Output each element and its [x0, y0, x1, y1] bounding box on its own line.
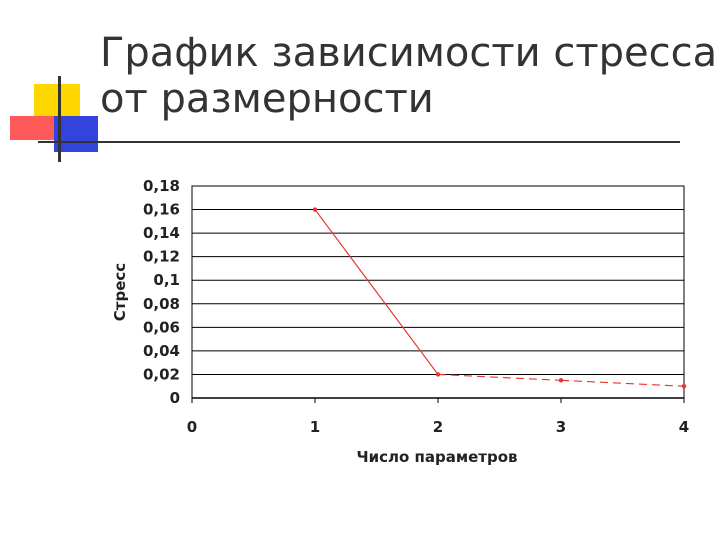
- series-0-point: [681, 384, 687, 389]
- series-0-point: [435, 372, 441, 377]
- plot-frame: [191, 185, 685, 399]
- y-tick-label: 0,16: [143, 201, 180, 219]
- x-tick-label: 0: [187, 418, 197, 436]
- deco-vertical-line: [58, 76, 61, 162]
- y-tick-label: 0,02: [143, 365, 180, 383]
- series-0-segment: [314, 209, 439, 375]
- slide-title-line-2: от размерности: [100, 76, 434, 122]
- x-tick-labels: 0 1 2 3 4: [187, 418, 689, 436]
- series-0-point: [312, 207, 318, 212]
- slide-title: График зависимости стресса от размерност…: [100, 30, 718, 122]
- grid-lines: [192, 185, 684, 375]
- y-tick-label: 0: [170, 389, 180, 407]
- title-underline: [38, 141, 680, 143]
- y-tick-label: 0,04: [143, 342, 180, 360]
- series-0-segment: [437, 373, 562, 381]
- y-tick-label: 0,18: [143, 177, 180, 195]
- x-tick-label: 2: [433, 418, 443, 436]
- y-tick-label: 0,12: [143, 248, 180, 266]
- deco-blue-square: [54, 116, 98, 152]
- y-tick-label: 0,08: [143, 295, 180, 313]
- series-layer: [312, 207, 687, 389]
- y-tick-labels: 0 0,02 0,04 0,06 0,08 0,1 0,12 0,14 0,16 0,18: [143, 177, 180, 407]
- y-tick-label: 0,1: [153, 271, 180, 289]
- slide-title-line-1: График зависимости стресса: [100, 30, 718, 76]
- x-axis-title: Число параметров: [356, 448, 517, 466]
- y-tick-label: 0,06: [143, 318, 180, 336]
- y-tick-label: 0,14: [143, 224, 180, 242]
- x-tick-label: 4: [679, 418, 689, 436]
- y-axis-title: Стресс: [111, 263, 129, 321]
- axes: [191, 185, 685, 403]
- x-tick-label: 3: [556, 418, 566, 436]
- x-tick-label: 1: [310, 418, 320, 436]
- series-0-point: [558, 378, 564, 383]
- series-0-segment: [560, 379, 685, 387]
